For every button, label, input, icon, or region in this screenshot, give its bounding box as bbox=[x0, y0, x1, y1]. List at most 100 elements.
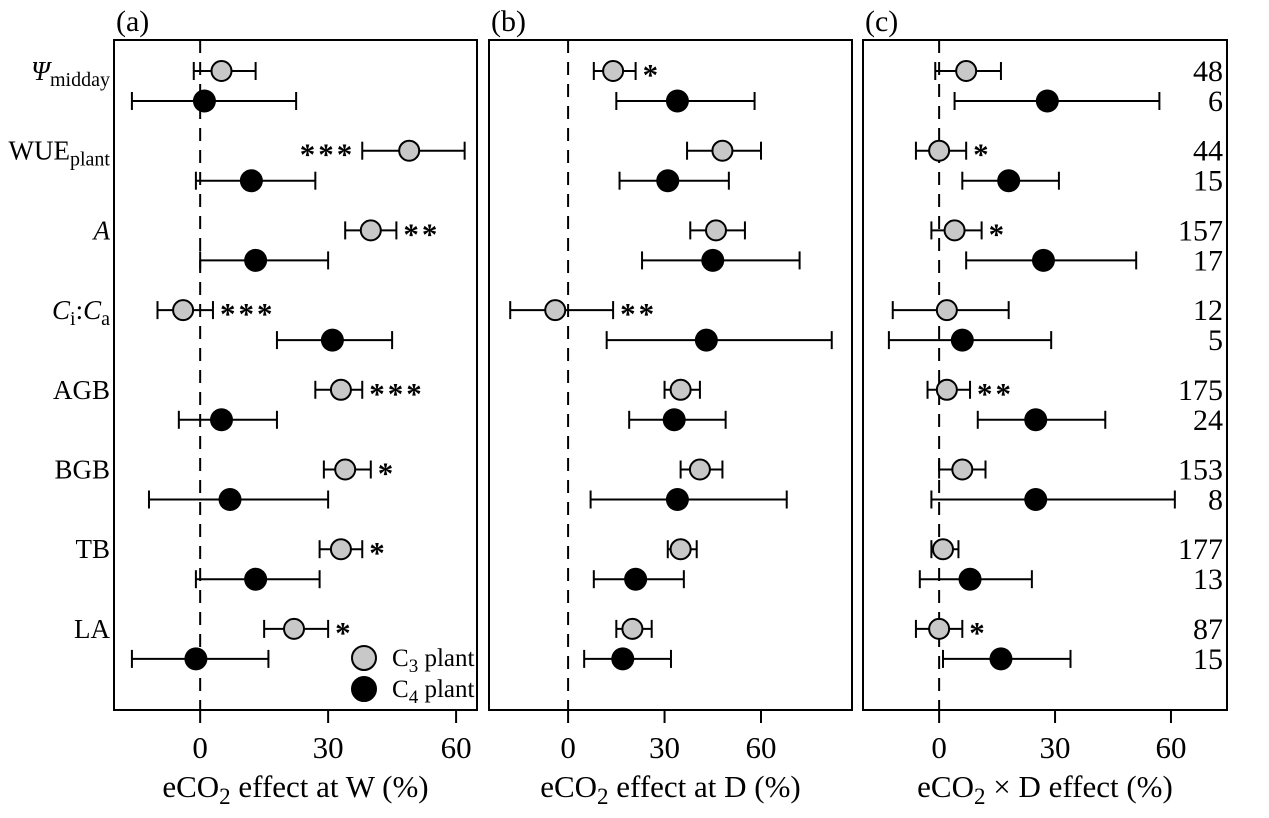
sample-size: 177 bbox=[1178, 533, 1223, 566]
marker-c4-agb bbox=[1024, 408, 1048, 432]
marker-c3-bgb bbox=[334, 458, 357, 481]
marker-c3-agb bbox=[669, 378, 692, 401]
marker-c4-psi-midday bbox=[665, 89, 689, 113]
sample-size: 13 bbox=[1193, 563, 1223, 596]
marker-c3-wue-plant bbox=[928, 139, 951, 162]
sample-size: 24 bbox=[1193, 404, 1223, 437]
marker-c3-photosynthesis-a bbox=[359, 219, 382, 242]
marker-c4-photosynthesis-a bbox=[244, 248, 268, 272]
x-tick-label: 60 bbox=[746, 730, 777, 765]
legend-marker-c4 bbox=[351, 676, 377, 702]
marker-c3-bgb bbox=[951, 458, 974, 481]
marker-c4-bgb bbox=[1024, 488, 1048, 511]
legend-item-c3: C3 plant bbox=[351, 645, 474, 677]
significance-stars: * bbox=[378, 456, 397, 491]
y-axis-labels: Ψmidday WUEplant A Ci:Ca AGB BGB TB LA bbox=[9, 56, 111, 644]
marker-c4-ci-ca bbox=[694, 328, 718, 352]
marker-c4-photosynthesis-a bbox=[701, 248, 725, 272]
y-axis-label-photosynthesis-a: A bbox=[92, 215, 111, 245]
legend-label-c4: C4 plant bbox=[392, 676, 474, 708]
marker-c4-tb bbox=[624, 567, 648, 591]
panel-frame bbox=[113, 39, 478, 711]
marker-c3-wue-plant bbox=[711, 139, 734, 162]
y-axis-label-wue-plant: WUEplant bbox=[9, 136, 111, 171]
marker-c3-bgb bbox=[688, 458, 711, 481]
sample-size: 15 bbox=[1193, 643, 1223, 676]
y-axis-label-bgb: BGB bbox=[54, 455, 110, 485]
marker-c3-psi-midday bbox=[955, 60, 978, 82]
panel-title-a: (a) bbox=[116, 5, 149, 38]
marker-c3-psi-midday bbox=[602, 60, 625, 82]
y-axis-label-la: LA bbox=[74, 614, 110, 644]
sample-size: 48 bbox=[1193, 55, 1223, 88]
sample-size: 175 bbox=[1178, 374, 1223, 407]
marker-c4-agb bbox=[662, 408, 686, 432]
x-axis-title-c: eCO2 × D effect (%) bbox=[917, 769, 1173, 809]
panel-title-b: (b) bbox=[491, 5, 526, 38]
y-axis-label-ci-ca: Ci:Ca bbox=[52, 295, 110, 330]
marker-c3-photosynthesis-a bbox=[704, 219, 727, 242]
marker-c4-ci-ca bbox=[950, 328, 974, 352]
marker-c4-wue-plant bbox=[239, 169, 263, 193]
x-tick-label: 30 bbox=[313, 730, 344, 765]
errorbar-C4-bgb bbox=[930, 490, 1176, 509]
sample-size: 44 bbox=[1193, 135, 1223, 168]
marker-c4-tb bbox=[244, 567, 268, 591]
significance-stars: * bbox=[643, 57, 662, 92]
significance-stars: ** bbox=[403, 216, 440, 251]
marker-c4-ci-ca bbox=[320, 328, 344, 352]
marker-c3-agb bbox=[935, 378, 958, 401]
x-axis-title-b: eCO2 effect at D (%) bbox=[540, 769, 801, 809]
marker-c4-wue-plant bbox=[656, 169, 680, 193]
x-axis-title-a: eCO2 effect at W (%) bbox=[162, 769, 428, 809]
y-axis-label-psi-midday: Ψmidday bbox=[31, 56, 110, 91]
marker-c3-psi-midday bbox=[210, 60, 233, 82]
marker-c4-psi-midday bbox=[192, 89, 216, 113]
marker-c4-wue-plant bbox=[997, 169, 1021, 193]
panel-frame bbox=[488, 39, 853, 711]
marker-c4-photosynthesis-a bbox=[1031, 248, 1055, 272]
marker-c3-tb bbox=[329, 538, 352, 561]
marker-c3-ci-ca bbox=[544, 299, 567, 322]
marker-c4-bgb bbox=[665, 488, 689, 511]
x-tick-label: 0 bbox=[931, 730, 947, 765]
significance-stars: * bbox=[969, 615, 988, 650]
x-tick-label: 60 bbox=[441, 730, 472, 765]
y-axis-label-agb: AGB bbox=[53, 375, 110, 405]
errorbar-C4-ci-ca bbox=[605, 331, 833, 350]
legend-item-c4: C4 plant bbox=[351, 676, 474, 708]
significance-stars: *** bbox=[300, 137, 356, 172]
marker-c3-tb bbox=[669, 538, 692, 561]
marker-c4-psi-midday bbox=[1035, 89, 1059, 113]
sample-size: 15 bbox=[1193, 165, 1223, 198]
sample-size: 5 bbox=[1208, 324, 1223, 357]
marker-c4-tb bbox=[958, 567, 982, 591]
marker-c3-agb bbox=[329, 378, 352, 401]
x-tick-label: 0 bbox=[560, 730, 576, 765]
sample-size: 12 bbox=[1193, 294, 1223, 327]
marker-c3-tb bbox=[931, 538, 954, 561]
sample-size: 87 bbox=[1193, 613, 1223, 646]
sample-size: 6 bbox=[1208, 85, 1223, 118]
panel-title-c: (c) bbox=[865, 5, 898, 38]
marker-c4-la bbox=[184, 647, 208, 671]
marker-c4-la bbox=[611, 647, 635, 671]
significance-stars: * bbox=[335, 615, 354, 650]
marker-c4-agb bbox=[209, 408, 233, 432]
marker-c3-la bbox=[928, 617, 951, 640]
legend-marker-c3 bbox=[351, 645, 377, 671]
marker-c3-la bbox=[283, 617, 306, 640]
marker-c4-bgb bbox=[218, 488, 242, 511]
x-tick-label: 60 bbox=[1155, 730, 1186, 765]
marker-c3-ci-ca bbox=[935, 299, 958, 322]
y-axis-label-tb: TB bbox=[75, 534, 110, 564]
x-tick-label: 30 bbox=[1040, 730, 1071, 765]
significance-stars: * bbox=[989, 216, 1008, 251]
significance-stars: * bbox=[973, 137, 992, 172]
